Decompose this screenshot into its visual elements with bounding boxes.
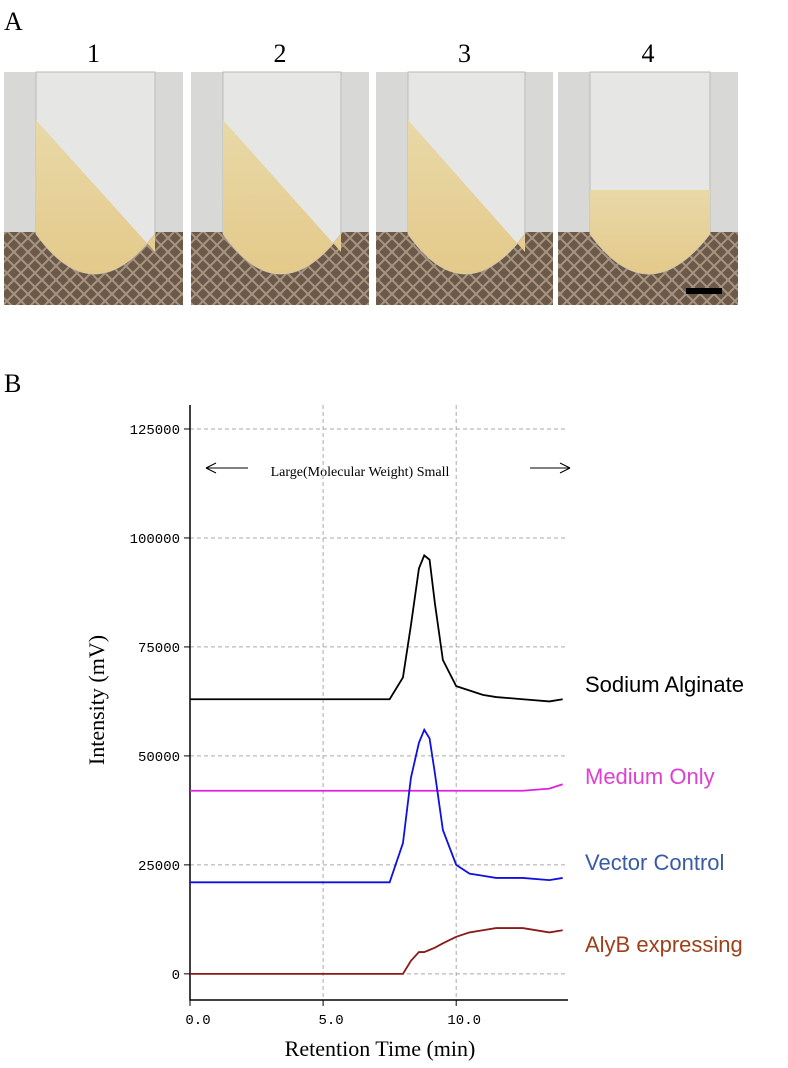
y-tick-label: 125000	[130, 423, 180, 439]
annotation: Large(Molecular Weight) Small	[271, 465, 450, 480]
liquid	[408, 120, 525, 274]
photos	[4, 71, 738, 305]
series-line	[190, 927, 563, 975]
series-line	[190, 553, 563, 703]
legend-label: Vector Control	[585, 850, 724, 875]
y-tick-label: 100000	[130, 532, 180, 548]
y-tick-label: 50000	[138, 750, 180, 766]
series-line	[190, 783, 563, 792]
panel-label: A	[4, 7, 23, 36]
series-line	[190, 727, 563, 884]
y-tick-label: 75000	[138, 641, 180, 657]
axes	[189, 405, 568, 1001]
y-tick-label: 25000	[138, 859, 180, 875]
annotation-arrows	[205, 462, 571, 474]
legend-label: AlyB expressing	[585, 932, 743, 957]
legend-label: Sodium Alginate	[585, 672, 744, 697]
tube-label: 4	[642, 39, 655, 68]
panel-label: B	[4, 369, 21, 398]
legend-label: Medium Only	[585, 764, 715, 789]
scale-bar	[686, 288, 722, 294]
x-tick-label: 10.0	[447, 1013, 481, 1029]
tube-label: 1	[87, 39, 100, 68]
tube-label: 2	[274, 39, 287, 68]
x-tick-label: 0.0	[185, 1013, 210, 1029]
liquid	[590, 190, 710, 274]
liquid	[223, 120, 341, 274]
x-tick-label: 5.0	[318, 1013, 343, 1029]
y-tick-label: 0	[172, 968, 180, 984]
tube-label: 3	[458, 39, 471, 68]
liquid	[36, 120, 155, 274]
x-axis-title: Retention Time (min)	[285, 1036, 476, 1061]
y-axis-title: Intensity (mV)	[84, 635, 109, 765]
